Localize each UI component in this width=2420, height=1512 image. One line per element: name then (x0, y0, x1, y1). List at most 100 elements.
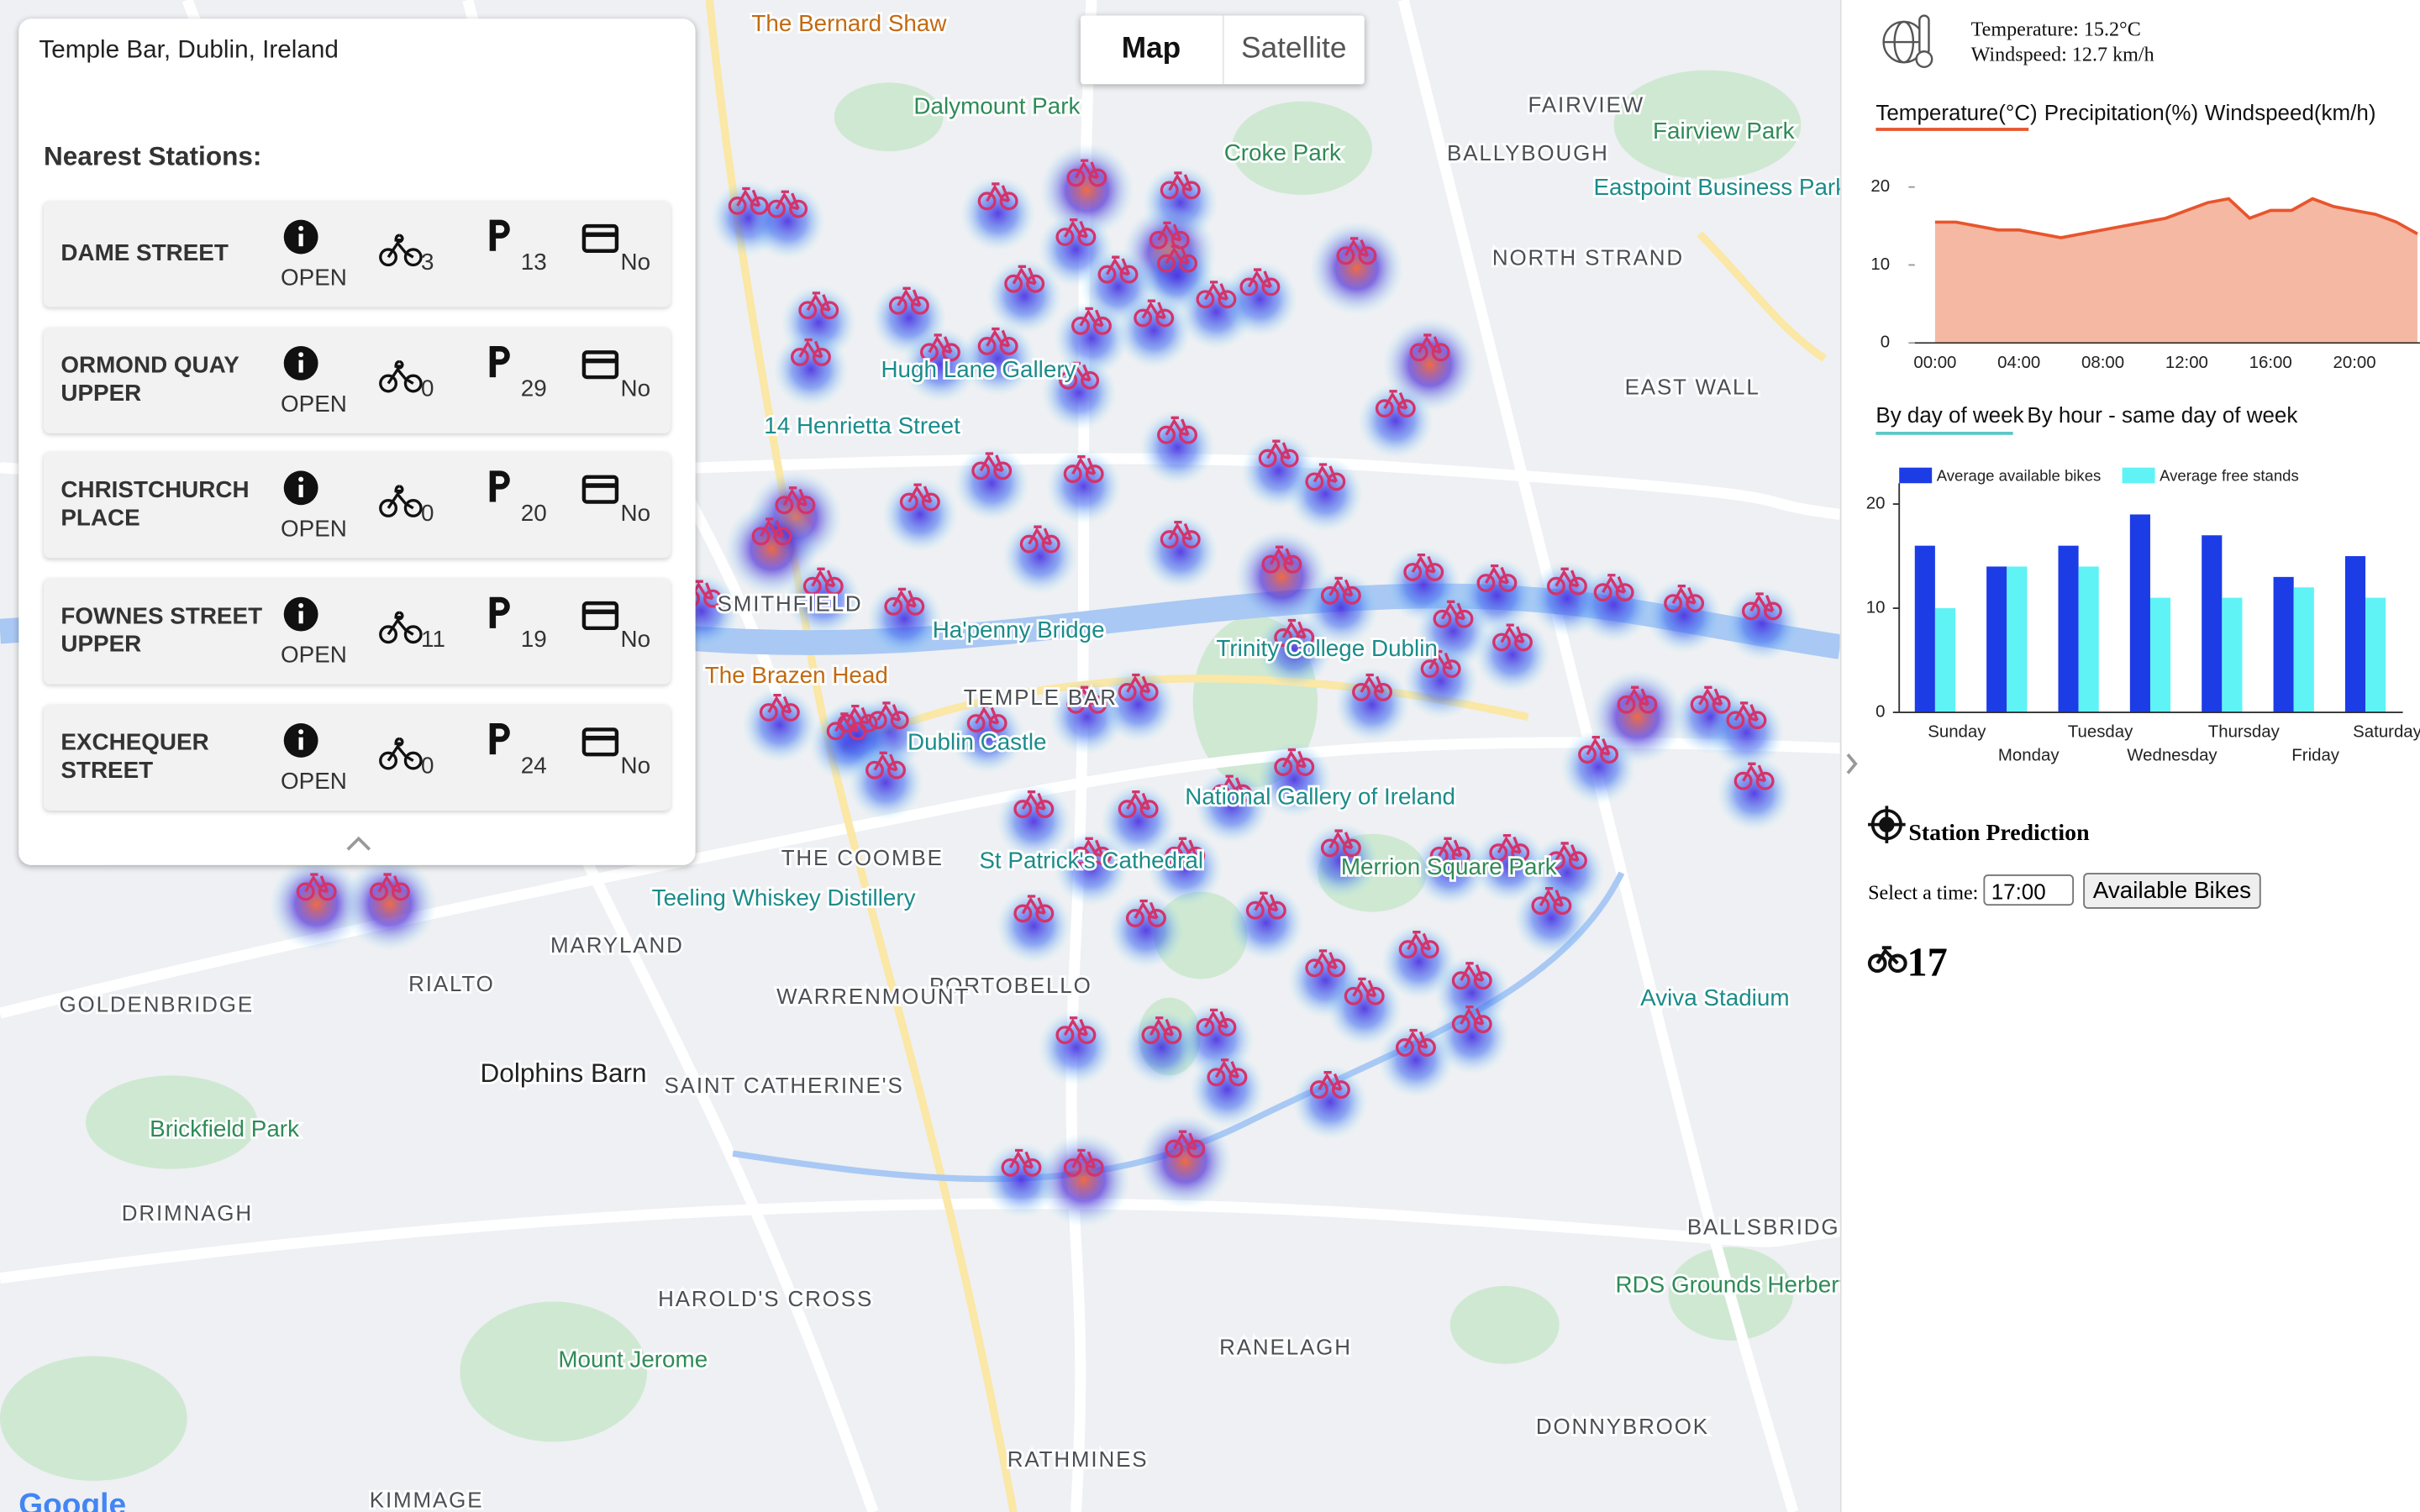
bike-marker[interactable] (1398, 931, 1439, 959)
bike-marker[interactable] (767, 190, 808, 218)
bike-marker[interactable] (1492, 623, 1533, 652)
bike-marker[interactable] (1375, 390, 1416, 418)
bike-marker[interactable] (1001, 1148, 1042, 1177)
bike-marker[interactable] (884, 587, 925, 616)
bike-marker[interactable] (1239, 268, 1281, 297)
time-select[interactable]: 17:00 (1983, 874, 2075, 906)
bike-marker[interactable] (1305, 463, 1346, 491)
bike-marker[interactable] (1118, 673, 1159, 701)
bike-marker[interactable] (1004, 265, 1045, 293)
bike-marker[interactable] (1344, 977, 1385, 1005)
bike-marker[interactable] (865, 751, 906, 780)
bike-marker[interactable] (1451, 1005, 1492, 1034)
bike-marker[interactable] (1261, 545, 1302, 574)
bike-marker[interactable] (1160, 171, 1201, 200)
map-button[interactable]: Map (1081, 15, 1223, 85)
bike-marker[interactable] (1245, 891, 1286, 920)
station-card[interactable]: DAME STREET OPEN 3 13 No (43, 201, 671, 307)
bike-marker[interactable] (1134, 299, 1175, 328)
station-card[interactable]: EXCHEQUER STREET OPEN 0 24 No (43, 704, 671, 811)
bike-marker[interactable] (1013, 895, 1055, 923)
bike-marker[interactable] (1055, 218, 1097, 247)
bike-marker[interactable] (1403, 553, 1444, 581)
bike-marker[interactable] (791, 338, 831, 366)
bike-marker[interactable] (1019, 525, 1060, 554)
bike-marker[interactable] (1149, 221, 1190, 249)
bike-marker[interactable] (1071, 307, 1112, 335)
bike-marker[interactable] (1071, 837, 1112, 865)
collapse-chevron[interactable] (343, 834, 374, 853)
bike-marker[interactable] (1274, 618, 1315, 647)
bike-marker[interactable] (1409, 333, 1450, 362)
bike-marker[interactable] (1309, 1071, 1350, 1100)
weather-tab[interactable]: Windspeed(km/h) (2204, 99, 2376, 125)
search-location[interactable]: Temple Bar, Dublin, Ireland (39, 37, 339, 65)
bike-marker[interactable] (1125, 899, 1166, 927)
bike-marker[interactable] (759, 693, 800, 722)
expand-arrow[interactable] (1846, 753, 1858, 774)
bike-marker[interactable] (1429, 837, 1470, 865)
bike-marker[interactable] (1451, 962, 1492, 990)
bike-marker[interactable] (1066, 159, 1107, 187)
bike-marker[interactable] (977, 182, 1018, 211)
bike-marker[interactable] (1320, 829, 1361, 858)
bike-marker[interactable] (1420, 649, 1461, 679)
bike-marker[interactable] (1547, 842, 1587, 870)
bike-marker[interactable] (1063, 1148, 1104, 1177)
bike-marker[interactable] (1063, 455, 1104, 484)
weather-tab[interactable]: Precipitation(%) (2044, 99, 2199, 125)
bike-marker[interactable] (1196, 281, 1237, 309)
bike-marker[interactable] (1578, 736, 1618, 764)
bike-marker[interactable] (1617, 685, 1658, 714)
bike-marker[interactable] (899, 483, 940, 512)
bike-marker[interactable] (1690, 685, 1731, 714)
bike-marker[interactable] (1547, 567, 1587, 596)
bike-marker[interactable] (1396, 1028, 1436, 1057)
bike-marker[interactable] (751, 517, 792, 546)
bike-marker[interactable] (1157, 416, 1197, 444)
bike-marker[interactable] (1258, 439, 1299, 468)
bike-marker[interactable] (966, 704, 1007, 732)
bike-marker[interactable] (1320, 576, 1361, 605)
station-card[interactable]: ORMOND QUAY UPPER OPEN 0 29 No (43, 327, 671, 433)
bike-marker[interactable] (1593, 574, 1634, 602)
bike-marker[interactable] (1352, 673, 1392, 701)
bike-marker[interactable] (1055, 1016, 1097, 1045)
satellite-button[interactable]: Satellite (1240, 32, 1347, 66)
station-card[interactable]: CHRISTCHURCH PLACE OPEN 0 20 No (43, 452, 671, 559)
bike-marker[interactable] (1165, 837, 1206, 865)
bike-marker[interactable] (1196, 1008, 1237, 1037)
available-bikes-button[interactable]: Available Bikes (2083, 873, 2261, 909)
bike-marker[interactable] (1741, 592, 1782, 621)
weather-tab[interactable]: Temperature(°C) (1876, 99, 2038, 125)
station-tab[interactable]: By hour - same day of week (2027, 402, 2298, 428)
bike-marker[interactable] (1305, 949, 1346, 978)
bike-marker[interactable] (1059, 361, 1100, 390)
bike-marker[interactable] (1336, 237, 1377, 265)
bike-marker[interactable] (728, 186, 769, 215)
bike-marker[interactable] (1118, 790, 1159, 819)
bike-marker[interactable] (920, 333, 960, 362)
bike-marker[interactable] (369, 873, 410, 901)
bike-marker[interactable] (1165, 1130, 1206, 1158)
map[interactable]: The Bernard Shaw Dalymount Park Croke Park… (0, 0, 1840, 1512)
bike-marker[interactable] (1476, 564, 1518, 592)
bike-marker[interactable] (1531, 887, 1572, 916)
station-tab[interactable]: By day of week (1876, 402, 2024, 428)
bike-marker[interactable] (1664, 585, 1705, 613)
station-card[interactable]: FOWNES STREET UPPER OPEN 11 19 No (43, 578, 671, 685)
bike-marker[interactable] (296, 873, 337, 901)
bike-marker[interactable] (1141, 1016, 1182, 1045)
bike-marker[interactable] (977, 327, 1018, 355)
bike-marker[interactable] (798, 291, 839, 320)
bike-marker[interactable] (775, 486, 816, 515)
bike-marker[interactable] (888, 286, 929, 315)
bike-marker[interactable] (868, 701, 909, 730)
bike-marker[interactable] (1013, 790, 1055, 819)
bike-marker[interactable] (1212, 774, 1252, 803)
bike-marker[interactable] (1726, 701, 1767, 730)
bike-marker[interactable] (837, 704, 878, 732)
bike-marker[interactable] (1207, 1058, 1248, 1087)
bike-marker[interactable] (971, 452, 1013, 480)
bike-marker[interactable] (1066, 685, 1107, 714)
